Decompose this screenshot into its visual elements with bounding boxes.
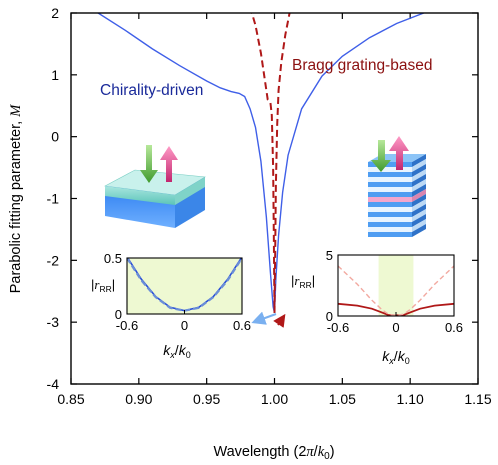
inset1-x-label: kx/k0 bbox=[163, 342, 190, 360]
bragg-series-line bbox=[273, 13, 291, 313]
inset-x-tick-label: 0 bbox=[181, 318, 188, 333]
chirality-series-line bbox=[96, 13, 276, 314]
plot-frame bbox=[70, 12, 479, 385]
inset-shaded-region bbox=[378, 255, 414, 316]
down-arrow-icon bbox=[140, 145, 158, 183]
inset-x-tick-label: 0.6 bbox=[445, 320, 463, 335]
y-tick-label: -4 bbox=[47, 376, 60, 392]
inset2-x-label: kx/k0 bbox=[382, 348, 409, 366]
up-arrow-icon bbox=[389, 136, 409, 170]
inset-x-tick-label: 0 bbox=[392, 320, 399, 335]
y-tick-label: -2 bbox=[47, 252, 60, 268]
inset-x-tick-label: 0.6 bbox=[233, 318, 251, 333]
y-tick-label: 1 bbox=[51, 67, 59, 83]
down-arrow-icon bbox=[371, 140, 391, 172]
x-tick-label: 1.10 bbox=[397, 391, 424, 407]
inset2-y-label: |rRR| bbox=[291, 273, 315, 290]
inset-y-tick-label: 0 bbox=[115, 307, 122, 322]
x-tick-label: 1.15 bbox=[464, 391, 491, 407]
x-axis-label: Wavelength (2π/k0) bbox=[213, 444, 334, 462]
inset-y-tick-label: 5 bbox=[326, 248, 333, 263]
inset-shaded-region bbox=[127, 258, 242, 314]
y-tick-label: 2 bbox=[51, 5, 59, 21]
chirality-inset-pointer bbox=[251, 311, 277, 325]
up-arrow-icon bbox=[160, 146, 178, 182]
x-tick-label: 0.95 bbox=[193, 391, 220, 407]
bragg-inset-pointer bbox=[273, 313, 286, 328]
inset-x-tick-label: -0.6 bbox=[327, 320, 349, 335]
chirality-series-line bbox=[273, 13, 426, 313]
chirality-driven-label: Chirality-driven bbox=[100, 82, 203, 99]
bragg-series-line bbox=[250, 13, 276, 313]
y-tick-label: -3 bbox=[47, 314, 60, 330]
y-tick-label: -1 bbox=[47, 191, 60, 207]
chiral-slab-illustration bbox=[104, 145, 206, 228]
bragg-grating-label: Bragg grating-based bbox=[292, 57, 432, 74]
x-tick-label: 1.00 bbox=[261, 391, 288, 407]
y-tick-label: 0 bbox=[51, 129, 59, 145]
inset-y-tick-label: 0 bbox=[326, 309, 333, 324]
x-tick-label: 0.85 bbox=[57, 391, 84, 407]
inset-y-tick-label: 0.5 bbox=[104, 251, 122, 266]
inset-series-line bbox=[338, 265, 454, 316]
x-tick-label: 0.90 bbox=[125, 391, 152, 407]
x-tick-label: 1.05 bbox=[329, 391, 356, 407]
inset-x-tick-label: -0.6 bbox=[116, 318, 138, 333]
bragg-stack-illustration bbox=[368, 136, 426, 237]
y-axis-label: Parabolic fitting parameter, M bbox=[8, 104, 24, 294]
inset1-y-label: |rRR| bbox=[91, 277, 115, 294]
